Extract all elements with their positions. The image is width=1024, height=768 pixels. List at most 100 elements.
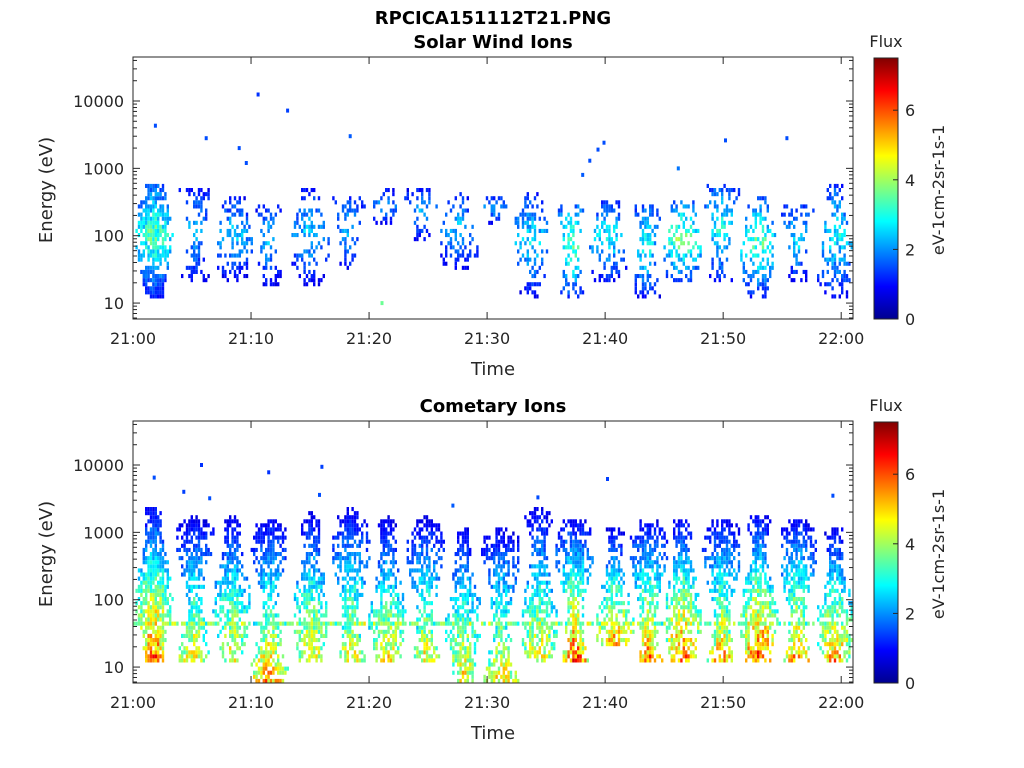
spectrogram-cell [157, 265, 160, 270]
spectrogram-cell [423, 601, 426, 606]
spectrogram-cell [188, 625, 191, 630]
spectrogram-cell [675, 224, 678, 229]
spectrogram-cell [505, 547, 508, 552]
spectrogram-cell [200, 269, 203, 274]
spectrogram-cell [272, 519, 275, 524]
spectrogram-cell [157, 650, 160, 655]
spectrogram-cell [188, 629, 191, 634]
spectrogram-cell [349, 584, 352, 589]
spectrogram-cell [200, 560, 203, 565]
spectrogram-cell [418, 228, 421, 233]
spectrogram-cell [608, 629, 611, 634]
spectrogram-cell [836, 278, 839, 283]
spectrogram-cell [248, 592, 251, 597]
spectrogram-cell [154, 621, 157, 626]
spectrogram-cell [591, 245, 594, 250]
spectrogram-cell [555, 621, 558, 626]
spectrogram-cell [308, 638, 311, 643]
spectrogram-cell [356, 543, 359, 548]
spectrogram-cell [524, 625, 527, 630]
spectrogram-cell [193, 192, 196, 197]
spectrogram-cell [154, 224, 157, 229]
spectrogram-cell [236, 519, 239, 524]
x-axis-label-solar-wind: Time [470, 359, 515, 380]
spectrogram-cell [476, 638, 479, 643]
spectrogram-cell [260, 646, 263, 651]
spectrogram-cell [529, 212, 532, 217]
spectrogram-cell [152, 216, 155, 221]
spectrogram-cell [236, 237, 239, 242]
spectrogram-cell [195, 237, 198, 242]
spectrogram-cell [464, 552, 467, 557]
spectrogram-cell [428, 584, 431, 589]
spectrogram-cell [644, 216, 647, 221]
spectrogram-cell [608, 208, 611, 213]
spectrogram-cell [265, 625, 268, 630]
spectrogram-cell [159, 613, 162, 618]
spectrogram-cell [308, 249, 311, 254]
spectrogram-cell [617, 200, 621, 205]
spectrogram-cell [461, 265, 465, 270]
spectrogram-cell [147, 560, 150, 565]
spectrogram-cell [152, 527, 155, 532]
spectrogram-cell [620, 601, 623, 606]
spectrogram-cell [202, 638, 205, 643]
spectrogram-cell [161, 601, 165, 606]
spectrogram-cell [656, 212, 659, 217]
spectrogram-cell [152, 625, 155, 630]
spectrogram-cell [548, 638, 551, 643]
spectrogram-cell [610, 584, 613, 589]
spectrogram-cell [531, 511, 534, 516]
spectrogram-cell [411, 580, 414, 585]
spectrogram-cell [752, 269, 755, 274]
spectrogram-cell [548, 523, 551, 528]
spectrogram-cell [166, 609, 169, 614]
spectrogram-cell [805, 274, 808, 279]
spectrogram-cell [610, 543, 613, 548]
spectrogram-cell [253, 547, 256, 552]
spectrogram-cell [224, 552, 227, 557]
spectrogram-cell [385, 543, 388, 548]
spectrogram-cell [615, 547, 618, 552]
spectrogram-cell [164, 249, 167, 254]
spectrogram-cell [514, 670, 517, 675]
spectrogram-cell [317, 638, 321, 643]
spectrogram-cell [418, 576, 421, 581]
spectrogram-cell [577, 564, 580, 569]
spectrogram-cell [154, 629, 157, 634]
spectrogram-cell [692, 220, 695, 225]
spectrogram-cell [646, 278, 649, 283]
spectrogram-cell [265, 613, 268, 618]
spectrogram-cell [149, 265, 153, 270]
spectrogram-cell [145, 183, 148, 188]
spectrogram-cell [466, 568, 469, 573]
spectrogram-cell [325, 613, 328, 618]
spectrogram-cell [454, 584, 457, 589]
spectrogram-cell [711, 257, 714, 262]
spectrogram-cell [430, 601, 433, 606]
spectrogram-cell [190, 539, 193, 544]
spectrogram-cell [826, 257, 829, 262]
spectrogram-cell [723, 183, 726, 188]
spectrogram-cell [368, 556, 371, 561]
spectrogram-cell [197, 200, 201, 205]
spectrogram-cell [380, 597, 383, 602]
spectrogram-cell [641, 290, 645, 295]
spectrogram-cell [485, 543, 489, 548]
spectrogram-cell [243, 576, 246, 581]
spectrogram-cell [185, 539, 189, 544]
spectrogram-cell [538, 597, 541, 602]
spectrogram-cell [305, 556, 309, 561]
spectrogram-cell [389, 527, 393, 532]
spectrogram-cell [807, 212, 810, 217]
spectrogram-cell [356, 621, 359, 626]
spectrogram-cell [375, 588, 378, 593]
spectrogram-cell [269, 547, 273, 552]
spectrogram-cell [541, 633, 544, 638]
spectrogram-cell [471, 662, 474, 667]
spectrogram-cell [140, 588, 143, 593]
spectrogram-cell [565, 224, 568, 229]
spectrogram-cell [421, 597, 424, 602]
spectrogram-cell [382, 638, 385, 643]
spectrogram-cell [245, 216, 249, 221]
